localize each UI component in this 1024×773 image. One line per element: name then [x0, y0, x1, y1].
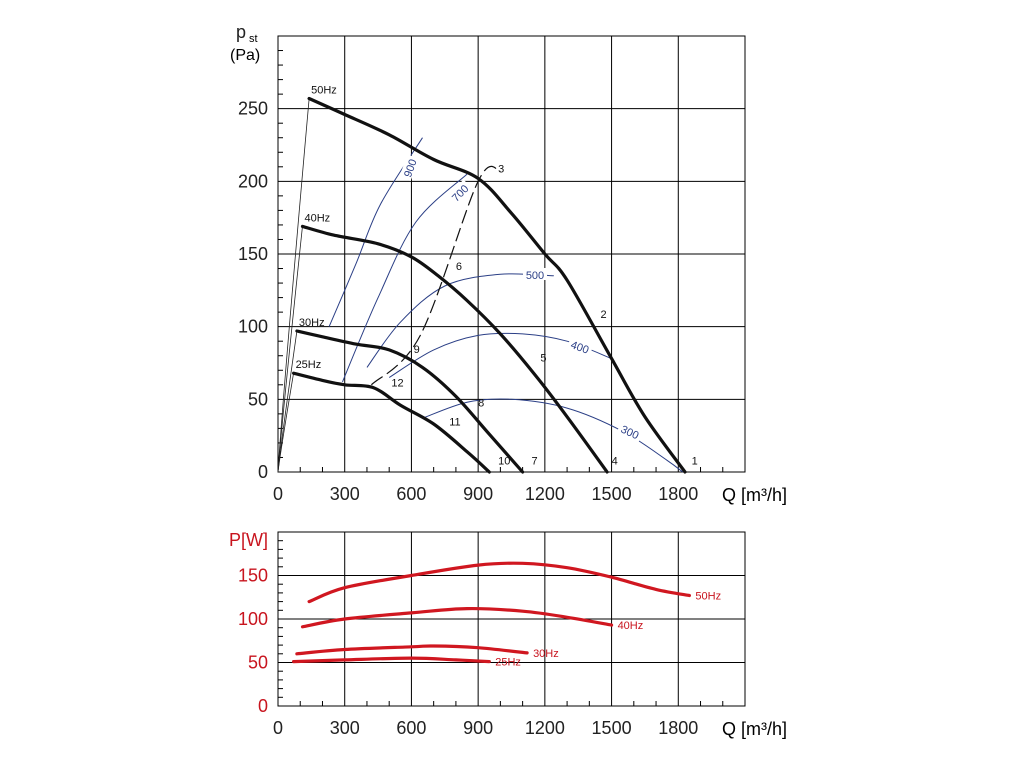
series-line-50Hz: [307, 561, 691, 604]
efficiency-label: 400: [569, 339, 590, 357]
y-tick-label: 50: [248, 389, 268, 409]
series-line-25Hz: [292, 371, 491, 474]
point-label: 10: [498, 456, 510, 468]
x-axis-label: Q [m³/h]: [722, 719, 787, 739]
series-line-50Hz: [307, 96, 687, 474]
y-tick-label: 0: [258, 462, 268, 482]
point-label: 12: [391, 377, 403, 389]
point-label: 2: [600, 309, 606, 321]
series-label-25Hz: 25Hz: [296, 359, 322, 371]
series-line-30Hz: [295, 329, 525, 474]
point-label: 3: [498, 164, 504, 176]
efficiency-label-bg: [446, 179, 473, 206]
point-label: 9: [414, 344, 420, 356]
series-label-50Hz: 50Hz: [311, 84, 337, 96]
x-tick-label: 300: [330, 718, 360, 738]
system-curve: [370, 165, 501, 386]
x-tick-label: 1500: [592, 718, 632, 738]
y-tick-label: 50: [248, 653, 268, 673]
x-axis-label: Q [m³/h]: [722, 485, 787, 505]
efficiency-curve-500: [366, 273, 554, 368]
efficiency-label-bg: [617, 420, 644, 442]
series-label-40Hz: 40Hz: [618, 620, 644, 632]
efficiency-label: 500: [526, 270, 544, 282]
y-tick-label: 100: [238, 609, 268, 629]
y-axis-unit: (Pa): [230, 47, 260, 64]
plot-frame: [277, 35, 746, 473]
x-tick-label: 1200: [525, 484, 565, 504]
y-tick-label: 200: [238, 171, 268, 191]
y-tick-label: 150: [238, 566, 268, 586]
efficiency-label-bg: [523, 268, 547, 280]
efficiency-label-bg: [567, 336, 594, 356]
point-label: 1: [692, 456, 698, 468]
x-tick-label: 1800: [658, 718, 698, 738]
x-tick-label: 0: [273, 718, 283, 738]
efficiency-label: 900: [402, 158, 420, 179]
start-envelope-line: [277, 226, 303, 473]
x-tick-label: 1200: [525, 718, 565, 738]
x-tick-label: 900: [463, 718, 493, 738]
y-axis-label: P[W]: [229, 530, 268, 550]
x-tick-label: 600: [396, 718, 426, 738]
efficiency-curve-300: [422, 398, 683, 473]
series-label-25Hz: 25Hz: [495, 657, 521, 669]
y-axis-label: p: [236, 22, 246, 42]
series-label-50Hz: 50Hz: [695, 591, 721, 603]
series-line-25Hz: [292, 656, 491, 664]
y-tick-label: 0: [258, 696, 268, 716]
x-tick-label: 600: [396, 484, 426, 504]
power-chart: 0 300 600 900 1200 1500 1800 0 50 100 150 P[W] Q [m³…: [229, 530, 787, 739]
series-label-30Hz: 30Hz: [533, 648, 559, 660]
point-label: 11: [449, 416, 460, 428]
y-tick-label: 150: [238, 244, 268, 264]
series-line-40Hz: [300, 606, 614, 629]
series-line-30Hz: [295, 644, 529, 656]
start-envelope-line: [277, 373, 294, 473]
point-label: 5: [540, 353, 546, 365]
x-tick-label: 1500: [592, 484, 632, 504]
x-tick-label: 900: [463, 484, 493, 504]
point-label: 6: [456, 261, 462, 273]
efficiency-label-bg: [399, 154, 419, 181]
point-label: 7: [532, 456, 538, 468]
point-label: 8: [478, 398, 484, 410]
point-label: 4: [612, 456, 618, 468]
x-tick-label: 0: [273, 484, 283, 504]
series-label-30Hz: 30Hz: [299, 317, 325, 329]
y-axis-label-sub: st: [249, 33, 258, 45]
series-label-40Hz: 40Hz: [304, 212, 330, 224]
x-tick-label: 1800: [658, 484, 698, 504]
x-tick-label: 300: [330, 484, 360, 504]
y-tick-label: 250: [238, 99, 268, 119]
efficiency-curve-700: [342, 173, 468, 383]
y-tick-label: 100: [238, 317, 268, 337]
series-line-40Hz: [300, 224, 609, 474]
plot-frame: [277, 531, 746, 707]
